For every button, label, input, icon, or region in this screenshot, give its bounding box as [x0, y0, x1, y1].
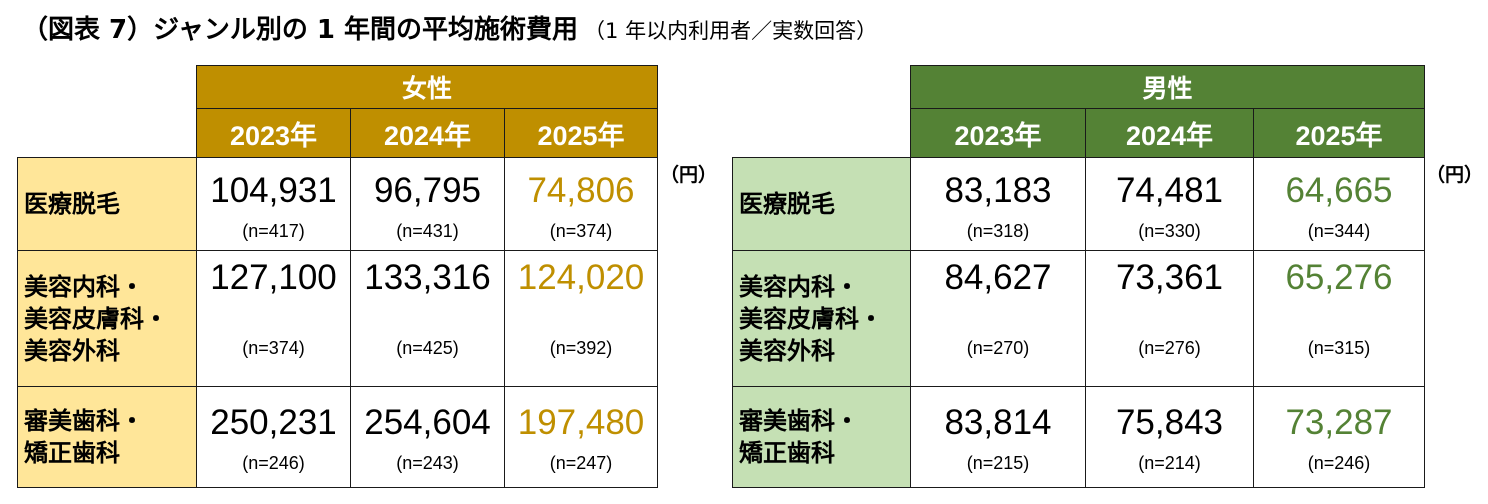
value-cell: 74,481 (n=330)	[1085, 157, 1254, 251]
cost-value-highlight: 74,806	[527, 170, 635, 210]
sample-size: (n=318)	[966, 220, 1030, 241]
row-label-line: 矯正歯科	[24, 439, 120, 467]
sample-size: (n=247)	[549, 452, 613, 473]
row-label-dental: 審美歯科・ 矯正歯科	[17, 386, 197, 488]
sample-size: (n=374)	[242, 338, 305, 358]
figure-title-main: （図表 7）ジャンル別の 1 年間の平均施術費用	[22, 15, 579, 45]
year-header-2025: 2025年	[1252, 108, 1426, 158]
value-cell: 124,020 (n=392)	[503, 250, 659, 387]
cost-value-highlight: 197,480	[517, 402, 645, 442]
year-header-2023: 2023年	[196, 108, 351, 158]
sample-size: (n=315)	[1307, 338, 1371, 358]
sample-size: (n=431)	[396, 220, 459, 241]
value-cell: 96,795 (n=431)	[350, 157, 505, 251]
row-label-cosmetic: 美容内科・美容皮膚科・ 美容外科	[17, 250, 197, 387]
sample-size: (n=214)	[1138, 452, 1201, 473]
corner-blank	[18, 66, 197, 158]
value-cell: 197,480 (n=247)	[503, 386, 659, 488]
sample-size: (n=425)	[396, 338, 459, 358]
sample-size: (n=246)	[242, 452, 305, 473]
value-cell: 74,806 (n=374)	[503, 157, 659, 251]
cost-value: 84,627	[944, 258, 1052, 297]
cost-value: 83,814	[944, 402, 1052, 442]
figure-title: （図表 7）ジャンル別の 1 年間の平均施術費用 （1 年以内利用者／実数回答）	[22, 10, 877, 50]
row-label-line: 美容外科	[24, 336, 120, 365]
year-header-2024: 2024年	[1085, 108, 1254, 158]
row-label-hair-removal: 医療脱毛	[732, 157, 911, 251]
value-cell: 75,843 (n=214)	[1085, 386, 1254, 488]
cost-value-highlight: 64,665	[1285, 170, 1393, 210]
row-label-line: 審美歯科・	[739, 407, 859, 435]
cost-value-highlight: 73,287	[1285, 402, 1393, 442]
sample-size: (n=243)	[396, 452, 459, 473]
sample-size: (n=417)	[242, 220, 305, 241]
cost-value: 96,795	[373, 170, 482, 210]
female-unit-label: （円）	[660, 164, 718, 186]
row-label-line: 美容内科・	[24, 272, 144, 301]
male-unit-label: （円）	[1426, 164, 1484, 186]
table-row: 医療脱毛 104,931 (n=417) 96,795 (n=431) 74,806…	[17, 157, 659, 251]
row-label-line: 医療脱毛	[739, 190, 835, 218]
female-cost-table: 女性 2023年 2024年 2025年 医療脱毛 104,931 (n=417)…	[17, 65, 659, 488]
row-label-line: 審美歯科・	[24, 407, 144, 435]
row-label-cosmetic: 美容内科・美容皮膚科・ 美容外科	[732, 250, 911, 387]
sample-size: (n=344)	[1307, 220, 1371, 241]
row-label-line: 医療脱毛	[24, 190, 120, 218]
sample-size: (n=330)	[1138, 220, 1201, 241]
cost-value: 74,481	[1115, 170, 1224, 210]
corner-blank	[733, 66, 911, 158]
value-cell: 64,665 (n=344)	[1252, 157, 1426, 251]
value-cell: 254,604 (n=243)	[350, 386, 505, 488]
value-cell: 83,183 (n=318)	[910, 157, 1086, 251]
cost-value: 127,100	[210, 258, 337, 297]
cost-value: 83,183	[944, 170, 1052, 210]
row-label-hair-removal: 医療脱毛	[17, 157, 197, 251]
cost-value: 254,604	[364, 402, 491, 442]
sample-size: (n=246)	[1307, 452, 1371, 473]
table-row: 医療脱毛 83,183 (n=318) 74,481 (n=330) 64,665 (…	[732, 157, 1426, 251]
sample-size: (n=215)	[966, 452, 1030, 473]
value-cell: 83,814 (n=215)	[910, 386, 1086, 488]
row-label-line: 矯正歯科	[739, 439, 835, 467]
year-header-2023: 2023年	[910, 108, 1086, 158]
figure-title-sub: （1 年以内利用者／実数回答）	[584, 19, 878, 43]
cost-value-highlight: 65,276	[1285, 258, 1393, 297]
cost-value: 75,843	[1115, 402, 1224, 442]
table-row: 審美歯科・矯正歯科 83,814 (n=215) 75,843 (n=214) 73…	[732, 386, 1426, 488]
female-header: 女性	[195, 65, 659, 109]
cost-value-highlight: 124,020	[517, 258, 645, 297]
year-header-2025: 2025年	[503, 108, 659, 158]
sample-size: (n=270)	[966, 338, 1030, 358]
sample-size: (n=374)	[549, 220, 613, 241]
cost-value: 73,361	[1115, 258, 1224, 297]
value-cell: 65,276 (n=315)	[1252, 250, 1426, 387]
row-label-line: 美容皮膚科・	[739, 304, 883, 333]
row-label-dental: 審美歯科・ 矯正歯科	[732, 386, 911, 488]
table-row: 美容内科・美容皮膚科・ 美容外科 84,627 (n=270) 73,361 (n=2…	[732, 250, 1426, 387]
row-label-line: 美容内科・	[739, 272, 859, 301]
table-row: 美容内科・美容皮膚科・ 美容外科 127,100 (n=374) 133,316 (n…	[17, 250, 659, 387]
value-cell: 104,931 (n=417)	[196, 157, 351, 251]
value-cell: 127,100 (n=374)	[196, 250, 351, 387]
cost-value: 250,231	[210, 402, 337, 442]
cost-value: 104,931	[210, 170, 337, 210]
year-header-2024: 2024年	[350, 108, 505, 158]
value-cell: 73,287 (n=246)	[1252, 386, 1426, 488]
value-cell: 133,316 (n=425)	[350, 250, 505, 387]
value-cell: 73,361 (n=276)	[1085, 250, 1254, 387]
sample-size: (n=392)	[549, 338, 613, 358]
cost-value: 133,316	[364, 258, 491, 297]
row-label-line: 美容外科	[739, 336, 835, 365]
male-header: 男性	[909, 65, 1426, 109]
row-label-line: 美容皮膚科・	[24, 304, 168, 333]
table-row: 審美歯科・ 矯正歯科 250,231 (n=246) 254,604 (n=243) …	[17, 386, 659, 488]
male-cost-table: 男性 2023年 2024年 2025年 医療脱毛 83,183 (n=318) …	[732, 65, 1426, 488]
sample-size: (n=276)	[1138, 338, 1201, 358]
value-cell: 250,231 (n=246)	[196, 386, 351, 488]
value-cell: 84,627 (n=270)	[910, 250, 1086, 387]
